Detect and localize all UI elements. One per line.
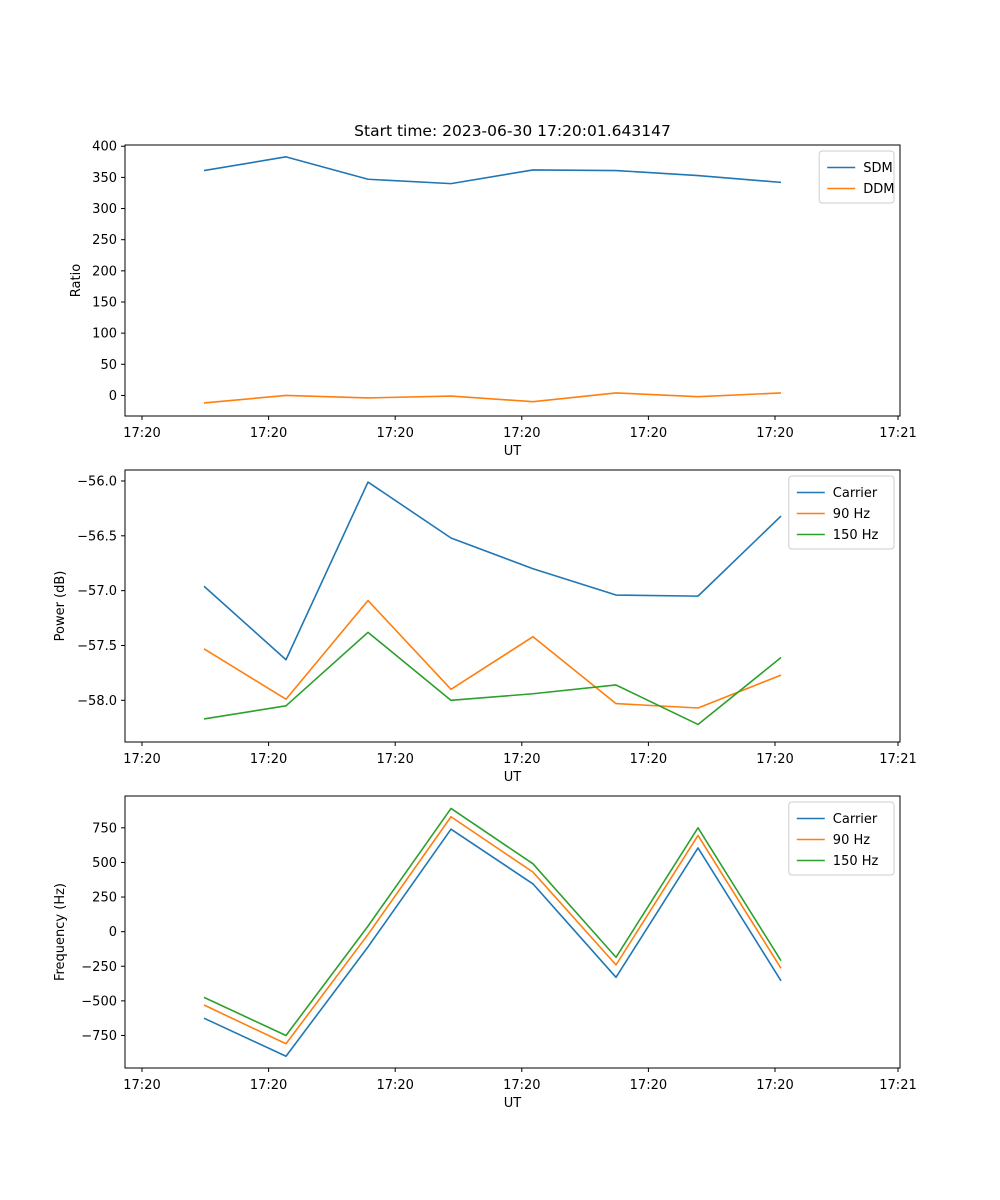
series-line-90-hz [203, 815, 782, 1045]
x-tick-label: 17:21 [879, 1078, 916, 1093]
y-tick-label: −58.0 [77, 694, 117, 709]
y-tick-label: −750 [81, 1029, 117, 1044]
series-line-150-hz [203, 631, 782, 726]
y-tick-label: 750 [92, 821, 117, 836]
x-tick-label: 17:20 [376, 752, 413, 767]
x-tick-label: 17:20 [630, 426, 667, 441]
legend-label: Carrier [833, 812, 878, 827]
series-line-sdm [203, 156, 782, 185]
y-tick-label: 50 [100, 358, 117, 373]
y-tick-label: 400 [92, 140, 117, 155]
x-tick-label: 17:20 [250, 1078, 287, 1093]
y-axis-label: Power (dB) [53, 571, 68, 642]
y-tick-label: 250 [92, 233, 117, 248]
x-tick-label: 17:20 [756, 426, 793, 441]
panel-ratio: 17:20 17:20 17:20 17:20 17:20 17:20 17:21 0 50 10… [69, 140, 917, 459]
x-tick-label: 17:20 [123, 752, 160, 767]
x-tick-label: 17:20 [630, 752, 667, 767]
y-tick-label: −56.5 [77, 529, 117, 544]
y-tick-label: 100 [92, 327, 117, 342]
panel-frequency: 17:20 17:20 17:20 17:20 17:20 17:20 17:21 750 50… [53, 795, 917, 1111]
axes-frame [124, 144, 901, 417]
y-tick-label: −57.0 [77, 584, 117, 599]
x-tick-label: 17:20 [756, 1078, 793, 1093]
legend: Carrier 90 Hz 150 Hz [788, 801, 895, 876]
legend: Carrier 90 Hz 150 Hz [788, 475, 895, 550]
series-line-ddm [203, 392, 782, 404]
x-tick-label: 17:21 [879, 752, 916, 767]
x-tick-label: 17:20 [503, 426, 540, 441]
x-axis-label: UT [504, 1096, 522, 1111]
y-tick-label: 250 [92, 891, 117, 906]
figure-title: Start time: 2023-06-30 17:20:01.643147 [354, 122, 671, 140]
axes-frame [124, 469, 901, 743]
y-tick-label: 0 [109, 925, 117, 940]
legend-label: SDM [863, 161, 892, 176]
x-tick-label: 17:20 [123, 1078, 160, 1093]
series-line-150-hz [203, 807, 782, 1037]
x-tick-label: 17:20 [503, 1078, 540, 1093]
y-tick-label: 150 [92, 295, 117, 310]
legend-box [788, 801, 895, 876]
y-axis-label: Frequency (Hz) [53, 883, 68, 981]
series-line-carrier [203, 828, 782, 1058]
y-tick-label: 300 [92, 202, 117, 217]
series-line-90-hz [203, 599, 782, 709]
legend-box [788, 475, 895, 550]
y-tick-label: −250 [81, 960, 117, 975]
x-tick-label: 17:20 [503, 752, 540, 767]
y-tick-label: 500 [92, 856, 117, 871]
y-axis-label: Ratio [69, 264, 84, 297]
x-tick-label: 17:20 [756, 752, 793, 767]
legend-label: Carrier [833, 486, 878, 501]
y-tick-label: 200 [92, 264, 117, 279]
y-tick-label: −57.5 [77, 639, 117, 654]
y-tick-label: −56.0 [77, 474, 117, 489]
x-tick-label: 17:20 [630, 1078, 667, 1093]
x-tick-label: 17:20 [250, 752, 287, 767]
y-tick-label: −500 [81, 994, 117, 1009]
x-tick-label: 17:20 [376, 426, 413, 441]
legend-label: 150 Hz [833, 854, 879, 869]
x-tick-label: 17:20 [123, 426, 160, 441]
legend-label: 90 Hz [833, 507, 870, 522]
x-axis-label: UT [504, 444, 522, 459]
x-tick-label: 17:20 [376, 1078, 413, 1093]
legend-label: 90 Hz [833, 833, 870, 848]
x-tick-label: 17:20 [250, 426, 287, 441]
legend-box [818, 150, 895, 204]
x-axis-label: UT [504, 770, 522, 785]
panel-power: 17:20 17:20 17:20 17:20 17:20 17:20 17:21 −56.0… [53, 469, 917, 785]
y-tick-label: 350 [92, 171, 117, 186]
legend-label: 150 Hz [833, 528, 879, 543]
x-tick-label: 17:21 [879, 426, 916, 441]
series-line-carrier [203, 481, 782, 661]
y-tick-label: 0 [109, 389, 117, 404]
legend: SDM DDM [818, 150, 895, 204]
legend-label: DDM [863, 182, 894, 197]
